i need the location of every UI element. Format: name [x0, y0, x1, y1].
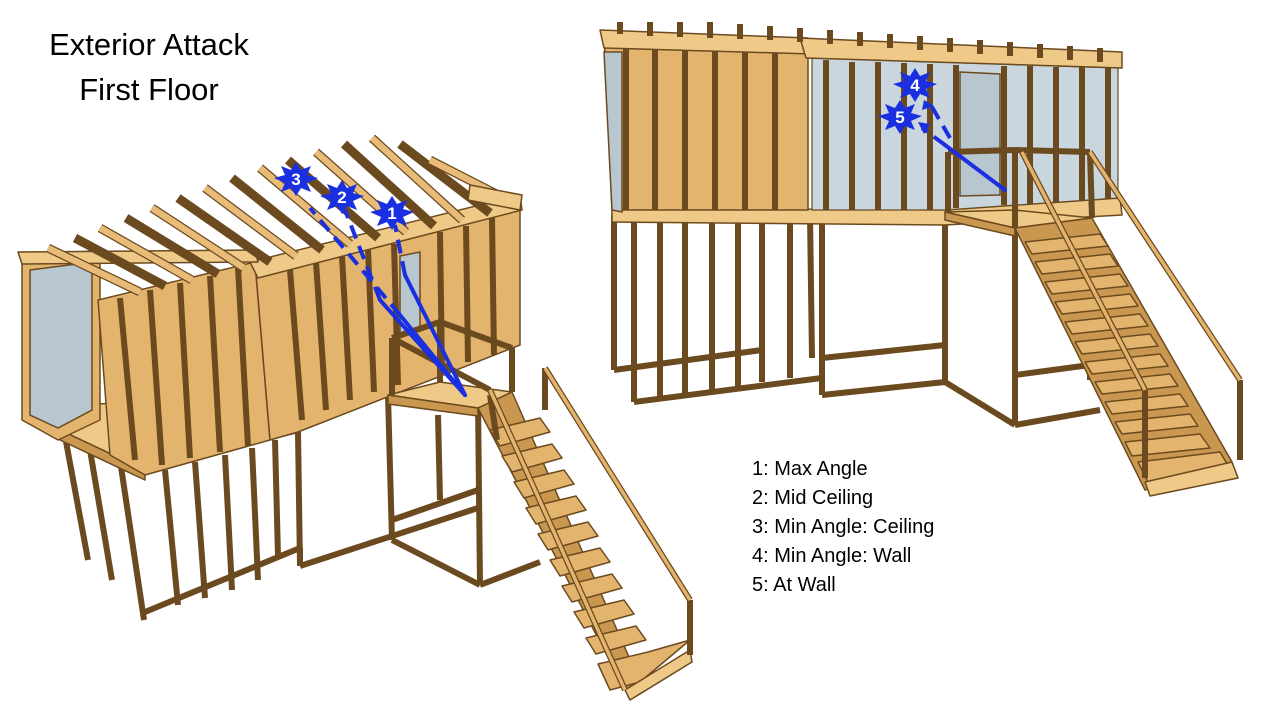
legend-item-5: 5: At Wall [752, 574, 836, 596]
right-lower-framing [611, 214, 1101, 428]
left-lower-framing [59, 394, 542, 621]
right-doorway [959, 71, 1001, 197]
left-hose-streams [308, 206, 467, 397]
burst-label-1: 1 [387, 204, 396, 223]
burst-label-2: 2 [337, 188, 346, 207]
title-line-2: First Floor [79, 72, 219, 107]
legend-item-3: 3: Min Angle: Ceiling [752, 516, 935, 538]
legend-item-2: 2: Mid Ceiling [752, 487, 874, 509]
legend-item-4: 4: Min Angle: Wall [752, 545, 912, 567]
right-hose-streams [918, 98, 1007, 192]
burst-marker-5: 5 [878, 100, 922, 134]
left-window-glass [29, 261, 93, 429]
burst-marker-2: 2 [320, 180, 364, 214]
burst-label-3: 3 [291, 170, 300, 189]
left-structure-view: 1 2 3 [17, 134, 693, 701]
right-ceiling-joists [617, 22, 1103, 62]
burst-marker-4: 4 [893, 68, 937, 102]
burst-label-5: 5 [895, 108, 904, 127]
burst-marker-1: 1 [370, 196, 414, 230]
burst-marker-3: 3 [274, 162, 318, 196]
diagram-title: Exterior Attack First Floor [24, 22, 274, 112]
right-top-beam [799, 37, 1123, 69]
right-structure-view: 4 5 [599, 22, 1243, 497]
right-stair-railing [945, 147, 1243, 478]
legend-item-1: 1: Max Angle [752, 458, 868, 480]
title-line-1: Exterior Attack [49, 27, 249, 62]
legend: 1: Max Angle 2: Mid Ceiling 3: Min Angle… [752, 455, 934, 600]
burst-label-4: 4 [910, 76, 920, 95]
